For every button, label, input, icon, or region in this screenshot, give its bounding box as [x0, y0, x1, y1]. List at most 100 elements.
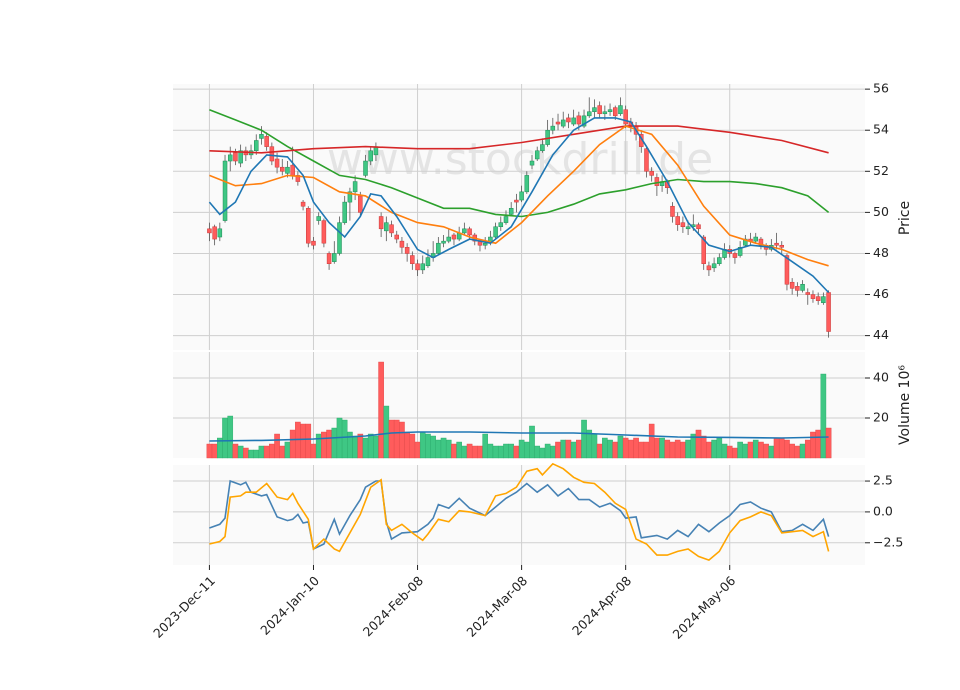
- candle-body: [290, 164, 295, 176]
- price-axis-label: Price: [897, 201, 913, 235]
- candle-body: [420, 263, 425, 271]
- volume-bar: [565, 439, 572, 459]
- volume-bar: [581, 419, 587, 459]
- volume-bar: [310, 443, 317, 459]
- volume-bar: [388, 419, 395, 459]
- y-tick-label: 40: [873, 370, 889, 385]
- candle-body: [462, 228, 467, 234]
- volume-bar: [425, 433, 431, 459]
- volume-bar: [362, 437, 369, 459]
- moving-average: [208, 117, 830, 294]
- candle-body: [300, 201, 306, 207]
- volume-bar: [607, 439, 613, 459]
- candle-body: [363, 160, 368, 176]
- candle-body: [670, 205, 675, 217]
- candle-body: [534, 150, 540, 160]
- candle-body: [649, 171, 654, 176]
- candle-body: [696, 224, 701, 230]
- volume-bar: [383, 405, 390, 459]
- candle-body: [514, 199, 519, 203]
- candle-body: [332, 253, 337, 262]
- volume-bar: [466, 443, 473, 459]
- candle-body: [264, 136, 269, 147]
- candle-body: [503, 216, 509, 223]
- volume-offset: 10⁶: [897, 365, 913, 389]
- volume-bar: [232, 443, 239, 459]
- volume-bar: [664, 439, 671, 459]
- volume-bar: [732, 447, 738, 459]
- volume-bar: [784, 439, 790, 459]
- volume-bar: [471, 445, 478, 459]
- volume-bar: [482, 433, 488, 459]
- indicator-pane: [173, 465, 865, 565]
- volume-bar: [544, 443, 551, 459]
- moving-average: [209, 125, 829, 154]
- volume-bar: [258, 445, 265, 459]
- volume-bar: [752, 439, 759, 459]
- candle-body: [524, 175, 530, 193]
- volume-bar: [300, 423, 306, 459]
- candle-body: [436, 242, 441, 254]
- volume-bar: [357, 433, 364, 459]
- volume-bar: [393, 419, 400, 459]
- volume-bar: [680, 441, 686, 459]
- volume-bar: [269, 443, 275, 459]
- candle-body: [358, 195, 363, 213]
- candle-body: [810, 294, 816, 299]
- volume-bar: [352, 435, 358, 459]
- volume-bar: [440, 437, 447, 459]
- volume-bar: [487, 443, 494, 459]
- volume-bar: [815, 429, 821, 459]
- candle-body: [441, 240, 446, 244]
- volume-bar: [825, 427, 832, 459]
- x-tick-label: 2024-May-06: [669, 573, 738, 642]
- candle-body: [337, 222, 342, 254]
- candle-body: [597, 105, 602, 115]
- volume-bar: [529, 425, 535, 459]
- volume-bar: [289, 429, 296, 459]
- candle-body: [566, 117, 571, 123]
- volume-bar: [430, 435, 436, 459]
- candle-body: [779, 244, 785, 248]
- volume-bar: [497, 445, 504, 459]
- volume-bar: [804, 439, 811, 459]
- candle-body: [212, 226, 217, 240]
- candle-body: [800, 284, 805, 291]
- candle-body: [498, 222, 504, 228]
- candle-body: [259, 134, 264, 139]
- candle-body: [238, 150, 243, 164]
- volume-bar: [539, 447, 546, 459]
- volume-bar: [321, 431, 327, 459]
- volume-bar: [279, 445, 286, 459]
- volume-bar: [778, 437, 785, 459]
- volume-bar: [326, 429, 332, 459]
- candle-body: [815, 296, 821, 301]
- y-tick-label: 56: [873, 81, 889, 96]
- y-tick-label: −2.5: [873, 534, 903, 549]
- volume-bar: [768, 445, 775, 459]
- volume-bar: [726, 445, 733, 459]
- candle-body: [618, 105, 623, 115]
- volume-bar: [253, 449, 260, 459]
- candle-body: [253, 140, 259, 152]
- volume-bar: [445, 439, 452, 459]
- y-tick-label: 2.5: [873, 473, 893, 488]
- volume-bar: [373, 435, 379, 459]
- volume-bar: [534, 445, 541, 459]
- volume-bar: [742, 443, 749, 459]
- y-tick-label: 52: [873, 163, 889, 178]
- candle-body: [342, 201, 347, 223]
- volume-axis-label: Volume 10⁶: [897, 365, 913, 445]
- volume-bar: [737, 441, 743, 459]
- candle-body: [394, 234, 399, 240]
- volume-bar: [243, 447, 249, 459]
- volume-bar: [456, 441, 462, 459]
- candle-body: [529, 160, 535, 166]
- volume-bar: [409, 433, 416, 459]
- candle-body: [602, 111, 608, 115]
- candle-body: [410, 255, 415, 264]
- volume-bar: [211, 443, 218, 459]
- volume-bar: [654, 437, 660, 459]
- volume-bar: [711, 439, 717, 459]
- y-tick-label: 44: [873, 327, 889, 342]
